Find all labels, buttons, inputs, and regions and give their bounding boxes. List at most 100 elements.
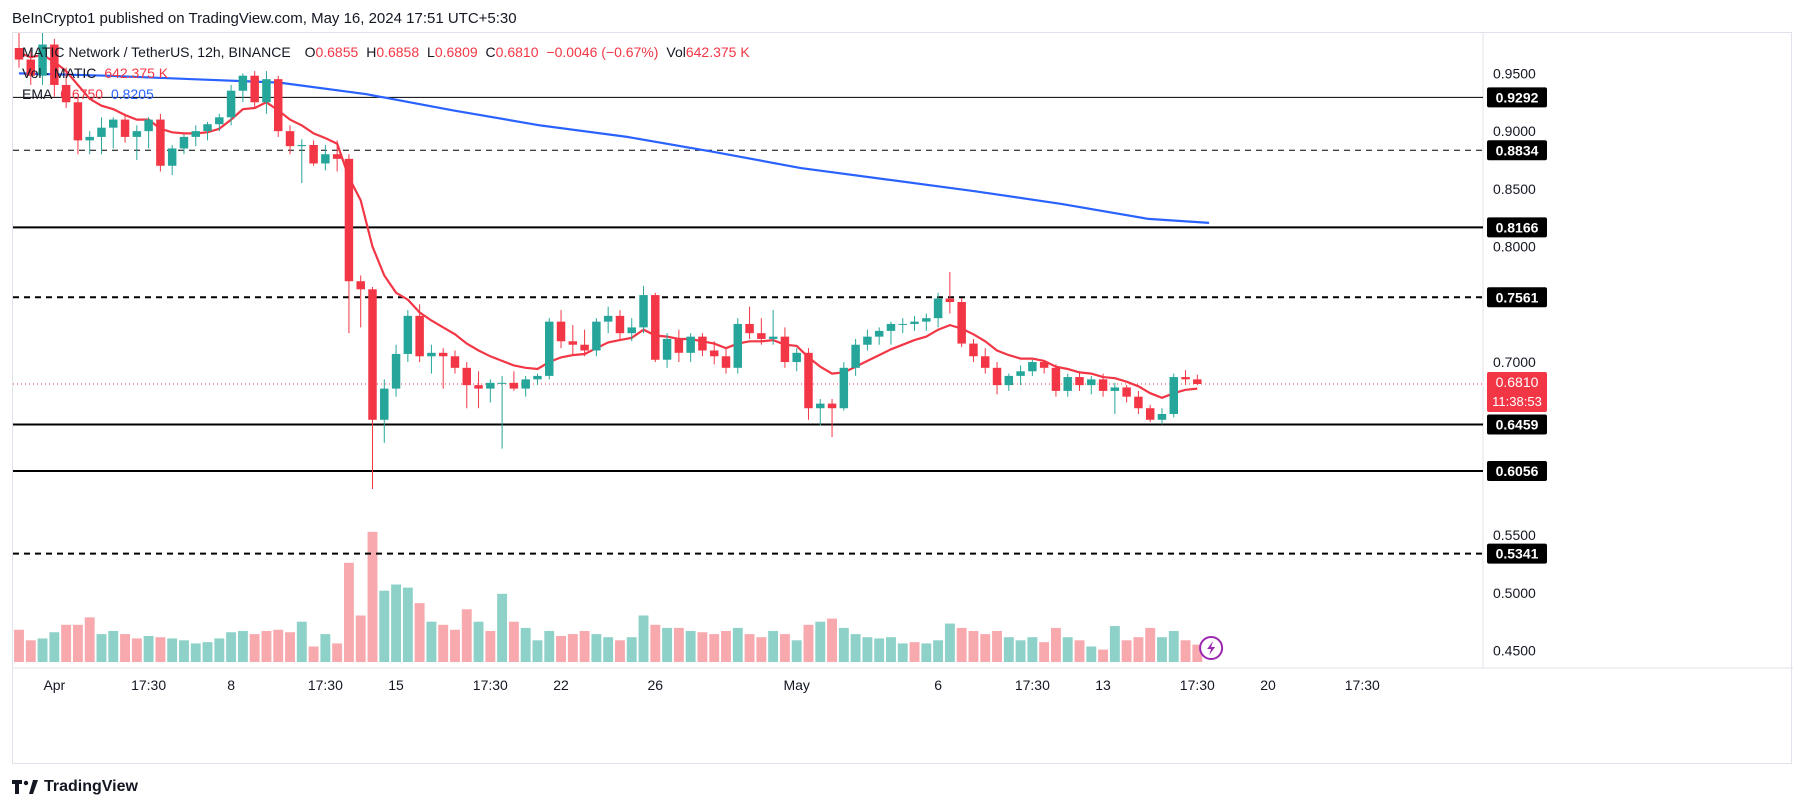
candle-body (450, 356, 460, 368)
x-tick-label: 15 (388, 677, 404, 693)
candle-body (1134, 396, 1143, 409)
candle-body (1181, 377, 1190, 380)
candle-body (874, 330, 884, 337)
candle-body (332, 154, 342, 159)
chart-frame[interactable]: 0.9292 0.8834 0.8166 0.7561 0.6459 0.6056 0.53… (12, 32, 1793, 765)
volume-bar (414, 603, 425, 662)
candle-body (969, 343, 978, 357)
candle-body (438, 352, 448, 357)
legend-ema-fast-value: 0.6750 (60, 86, 104, 102)
candle-body (97, 127, 106, 137)
candle-body (1122, 387, 1131, 397)
volume-bar (1121, 640, 1132, 662)
candle-body (497, 382, 507, 384)
volume-bar (638, 615, 649, 662)
candle-body (1110, 387, 1120, 391)
candle-body (14, 48, 24, 60)
volume-bar (874, 638, 885, 662)
volume-bar (1157, 637, 1167, 662)
x-tick-label: 17:30 (1180, 677, 1215, 693)
volume-bar (968, 631, 979, 662)
level-label: 0.8834 (1496, 142, 1539, 158)
candle-body (627, 327, 636, 334)
candle-body (297, 144, 307, 147)
candle-body (238, 75, 248, 91)
volume-bar (685, 631, 696, 662)
candle-body (651, 295, 660, 360)
candle-body (709, 350, 719, 357)
last-price-box (1487, 371, 1547, 412)
chart-canvas[interactable]: 0.9292 0.8834 0.8166 0.7561 0.6459 0.6056 0.53… (13, 33, 1793, 765)
candle-body (945, 298, 955, 303)
volume-bar (343, 562, 354, 662)
candle-body (839, 367, 849, 409)
volume-bar (1050, 627, 1061, 662)
candle-body (827, 403, 837, 409)
candle-body (957, 302, 966, 344)
candle-body (1087, 379, 1096, 386)
ema-fast-line (18, 51, 1198, 399)
volume-bar (143, 635, 154, 662)
candle-body (144, 119, 153, 132)
volume-bar (815, 621, 826, 662)
candle-body (403, 315, 413, 354)
candle-body (1063, 377, 1072, 391)
x-tick-label: 17:30 (1015, 677, 1050, 693)
volume-bar (131, 638, 142, 662)
volume-bar (779, 634, 790, 662)
flash-icon-bolt (1207, 641, 1216, 655)
candle-body (898, 323, 907, 325)
y-tick-label: 0.5000 (1493, 585, 1536, 601)
y-tick-label: 0.8000 (1493, 239, 1536, 255)
candle-body (321, 154, 330, 164)
legend-c-label: C (485, 44, 496, 60)
legend-open-value: 0.6855 (315, 44, 359, 60)
publisher-line: BeInCrypto1 published on TradingView.com… (12, 10, 517, 27)
volume-bar (320, 634, 331, 662)
candle-body (980, 356, 990, 368)
volume-bar (1098, 649, 1109, 662)
candle-body (768, 336, 778, 339)
volume-bar (1168, 631, 1179, 662)
level-label-box (1487, 543, 1547, 564)
volume-bar (603, 637, 614, 662)
volume-bar (897, 643, 908, 662)
volume-bar (391, 584, 402, 662)
volume-bar (567, 634, 578, 662)
level-label-box (1487, 287, 1547, 308)
volume-bar (862, 637, 873, 662)
candle-body (73, 102, 83, 141)
tradingview-logo[interactable]: TradingView (12, 778, 138, 796)
price-axis-layer: 0.9292 0.8834 0.8166 0.7561 0.6459 0.6056 0.53… (1199, 65, 1547, 660)
x-tick-label: 17:30 (1345, 677, 1380, 693)
candle-body (721, 356, 731, 368)
volume-bar (285, 632, 295, 662)
candle-body (592, 321, 601, 351)
candle-body (120, 119, 130, 137)
volume-bar (25, 640, 36, 662)
ema-layer (18, 51, 1210, 399)
y-tick-label: 0.7000 (1493, 354, 1536, 370)
volume-bar (956, 627, 967, 662)
candle-body (167, 148, 177, 166)
x-tick-label: 17:30 (473, 677, 508, 693)
level-label-box (1487, 217, 1547, 238)
x-tick-label: 17:30 (308, 677, 343, 693)
volume-bar (261, 631, 272, 662)
volume-bar (450, 629, 460, 662)
candle-body (273, 79, 283, 132)
volume-bar (662, 627, 673, 662)
legend-ema-row: EMA 0.6750 0.8205 (22, 86, 158, 102)
legend-low-value: 0.6809 (434, 44, 478, 60)
y-tick-label: 0.9000 (1493, 123, 1536, 139)
candle-body (1098, 379, 1108, 391)
volume-bar (673, 627, 684, 662)
candle-body (863, 336, 872, 345)
y-tick-label: 0.5500 (1493, 527, 1536, 543)
candle-body (486, 382, 495, 389)
volume-bar (438, 624, 449, 662)
volume-bar (886, 637, 896, 662)
volume-bar (402, 587, 413, 662)
candle-body (262, 79, 271, 103)
candle-body (910, 321, 919, 324)
